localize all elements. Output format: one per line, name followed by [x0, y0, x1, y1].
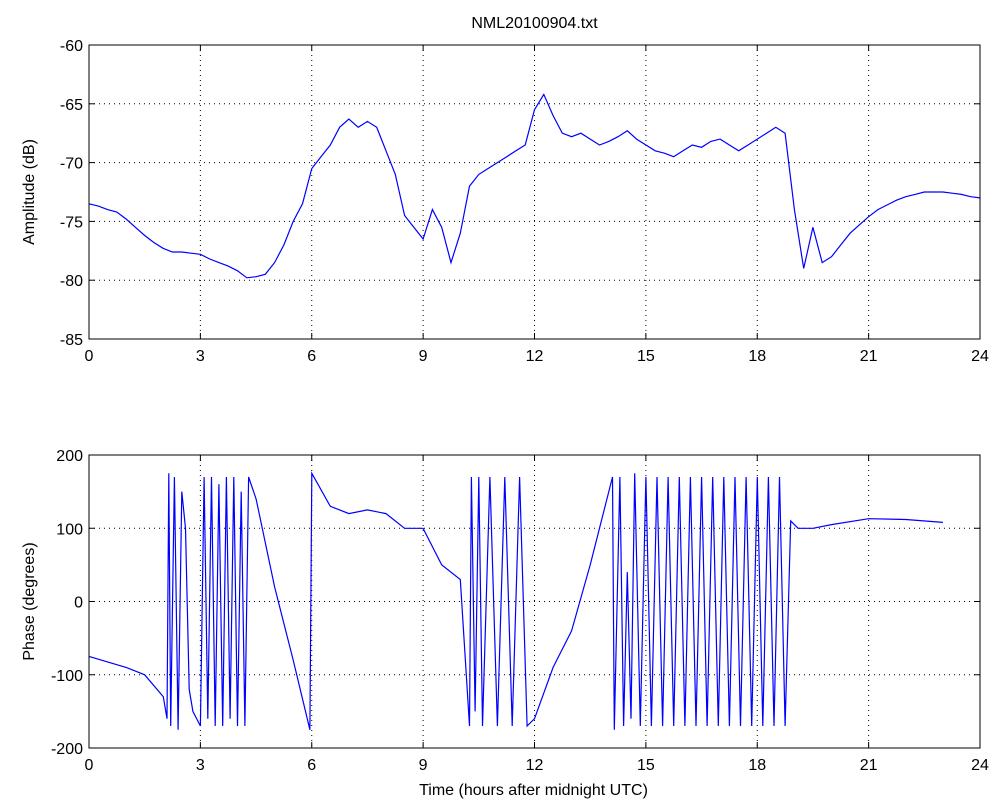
x-tick-label: 3 [196, 348, 205, 365]
x-tick-label: 24 [971, 348, 989, 365]
axes-box [88, 454, 981, 749]
plot-area [89, 45, 980, 339]
data-line [88, 93, 981, 279]
x-tick-label: 21 [860, 757, 878, 774]
y-tick-label: -65 [60, 97, 83, 114]
x-tick-label: 12 [526, 348, 544, 365]
x-tick-label: 9 [419, 757, 428, 774]
y-tick-label: 100 [56, 521, 83, 538]
y-tick-label: 0 [74, 595, 83, 612]
axes-box [88, 44, 981, 340]
chart-title: NML20100904.txt [471, 15, 598, 32]
x-tick-label: 18 [748, 348, 766, 365]
x-tick-label: 9 [419, 348, 428, 365]
x-tick-label: 12 [526, 757, 544, 774]
x-tick-label: 6 [307, 348, 316, 365]
x-tick-label: 21 [860, 348, 878, 365]
y-tick-label: -100 [51, 668, 83, 685]
x-axis-label: Time (hours after midnight UTC) [419, 782, 648, 799]
y-tick-label: -80 [60, 273, 83, 290]
y-tick-label: -85 [60, 332, 83, 349]
y-tick-label: -200 [51, 741, 83, 758]
y-tick-label: -75 [60, 214, 83, 231]
x-tick-label: 0 [85, 348, 94, 365]
y-tick-label: -70 [60, 156, 83, 173]
x-tick-label: 15 [637, 348, 655, 365]
x-tick-label: 15 [637, 757, 655, 774]
x-tick-label: 6 [307, 757, 316, 774]
y-axis-label: Phase (degrees) [21, 542, 38, 660]
x-tick-label: 0 [85, 757, 94, 774]
y-tick-label: -60 [60, 38, 83, 55]
data-line [88, 471, 943, 730]
y-axis-label: Amplitude (dB) [21, 139, 38, 245]
y-tick-label: 200 [56, 448, 83, 465]
x-tick-label: 18 [748, 757, 766, 774]
x-tick-label: 3 [196, 757, 205, 774]
x-tick-label: 24 [971, 757, 989, 774]
